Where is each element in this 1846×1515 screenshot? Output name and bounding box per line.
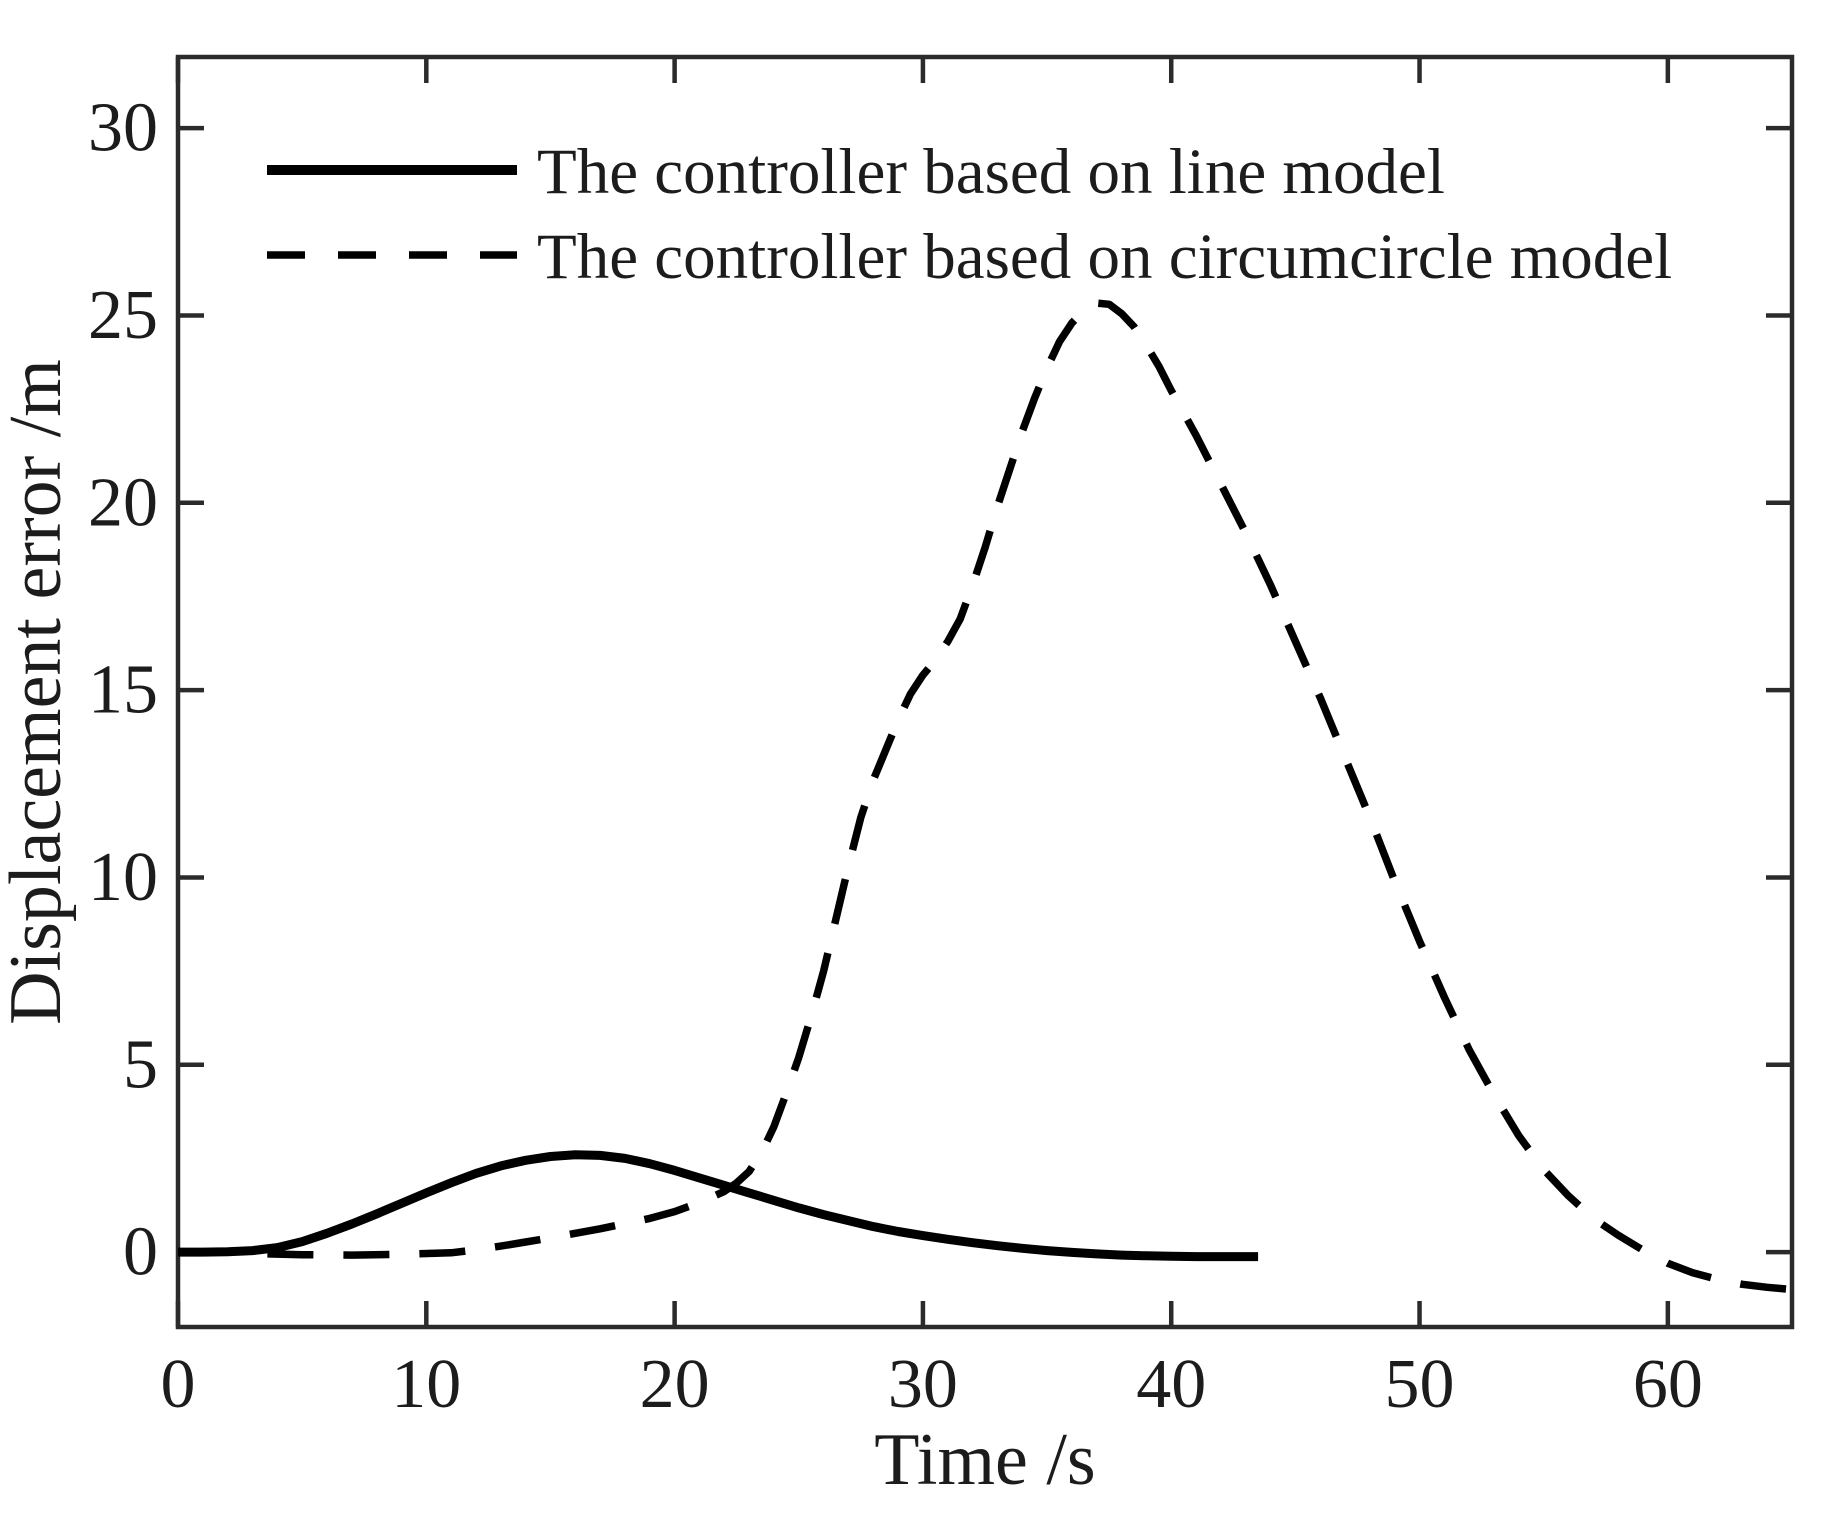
legend-label-circumcircle-model: The controller based on circumcircle mod… xyxy=(537,221,1672,293)
x-tick-label: 30 xyxy=(888,1346,958,1423)
x-tick-label: 10 xyxy=(391,1346,461,1423)
x-axis-label: Time /s xyxy=(874,1419,1095,1501)
y-tick-label: 5 xyxy=(123,1026,158,1103)
legend: The controller based on line model The c… xyxy=(267,136,1672,293)
x-tick-label: 40 xyxy=(1136,1346,1206,1423)
y-tick-label: 0 xyxy=(123,1214,158,1291)
y-tick-label: 25 xyxy=(88,277,158,354)
y-tick-label: 10 xyxy=(88,839,158,916)
y-tick-label: 15 xyxy=(88,652,158,729)
y-tick-label: 20 xyxy=(88,464,158,541)
x-tick-label: 20 xyxy=(640,1346,710,1423)
axis-ticks xyxy=(175,57,1792,1327)
x-tick-label: 50 xyxy=(1385,1346,1455,1423)
series-layer xyxy=(178,299,1793,1294)
axis-tick-labels: 0 10 20 30 40 50 60 0 5 10 15 20 25 30 xyxy=(88,90,1703,1423)
series-dashed-curve xyxy=(267,299,1793,1294)
x-tick-label: 60 xyxy=(1633,1346,1703,1423)
series-solid-curve xyxy=(178,1150,1259,1262)
x-tick-label: 0 xyxy=(161,1346,196,1423)
y-axis-label: Displacement error /m xyxy=(0,359,77,1025)
y-tick-label: 30 xyxy=(88,90,158,167)
legend-label-line-model: The controller based on line model xyxy=(537,136,1445,208)
